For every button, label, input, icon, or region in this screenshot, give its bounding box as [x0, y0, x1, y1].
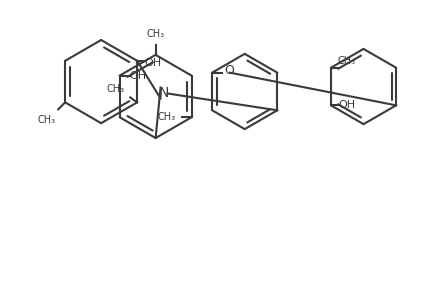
Text: CH₃: CH₃ [106, 85, 124, 94]
Text: OH: OH [338, 100, 355, 110]
Text: CH₃: CH₃ [147, 29, 164, 39]
Text: O: O [224, 64, 234, 77]
Text: CH₃: CH₃ [37, 115, 55, 125]
Text: CH₃: CH₃ [158, 112, 176, 122]
Text: OH: OH [144, 58, 161, 68]
Text: CH₃: CH₃ [338, 56, 356, 66]
Text: OH: OH [129, 71, 147, 81]
Text: N: N [158, 87, 169, 101]
